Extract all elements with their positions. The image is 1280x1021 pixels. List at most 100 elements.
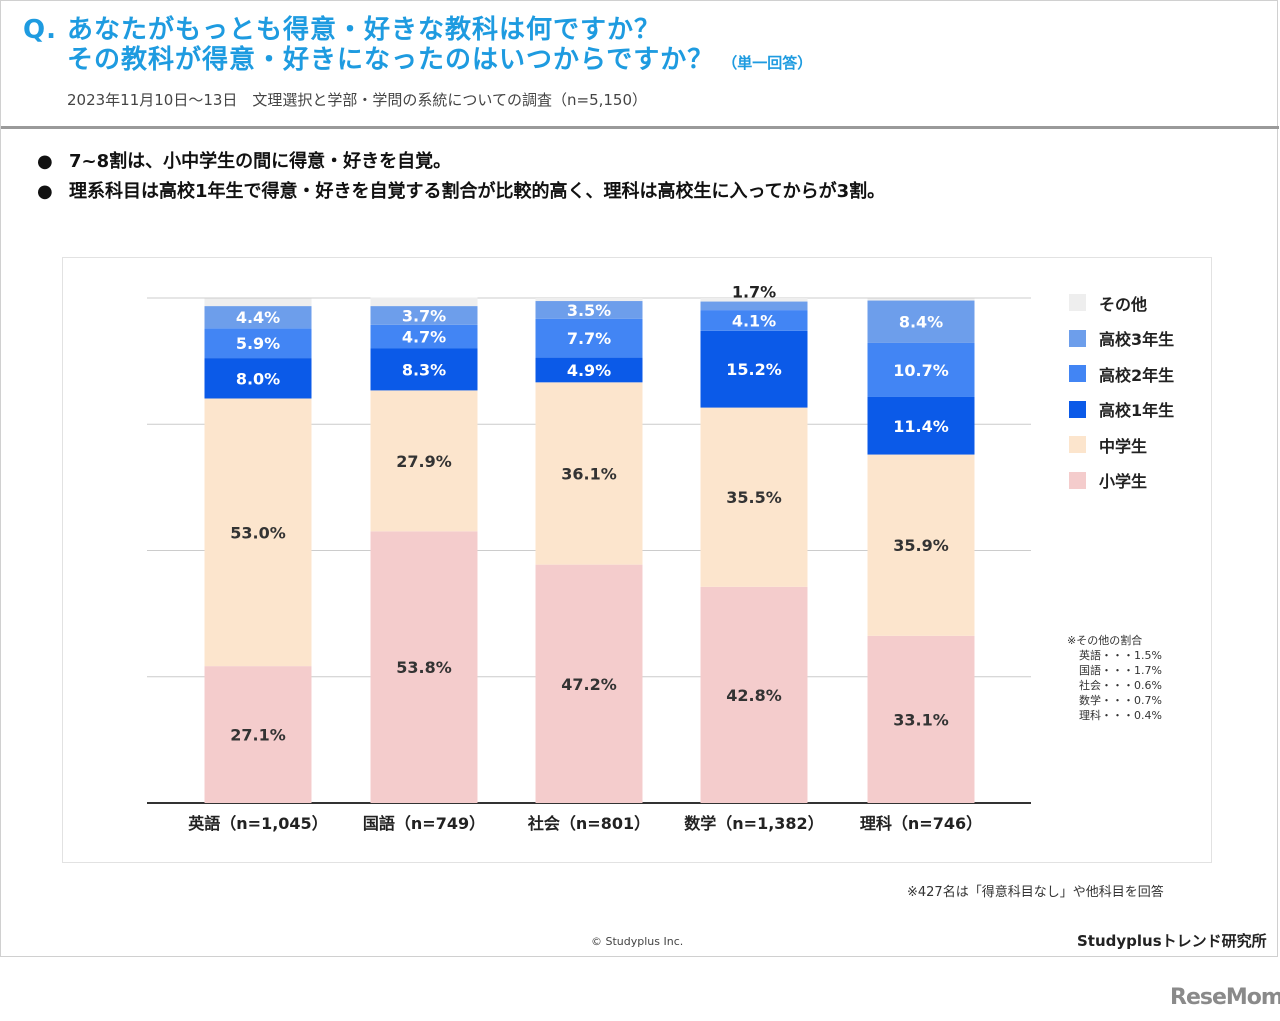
bar-segment [370,306,478,325]
data-label: 5.9% [236,334,280,353]
bar-segment [204,328,312,359]
category-label: 理科（n=746） [860,814,982,833]
bar-segment [867,454,975,636]
finding-text: 理系科目は高校1年生で得意・好きを自覚する割合が比較的高く、理科は高校生に入って… [69,181,886,202]
key-findings: ● 7~8割は、小中学生の間に得意・好きを自覚。 ● 理系科目は高校1年生で得意・好… [37,147,885,207]
data-label: 8.0% [236,369,280,388]
data-label: 10.7% [893,361,949,380]
legend-item: 高校1年生 [1069,392,1174,428]
data-label: 27.1% [230,726,286,745]
bar-segment [370,324,478,349]
legend-label: その他 [1099,294,1148,314]
bar-segment [535,298,643,302]
data-label: 33.1% [893,710,949,729]
question-line-1: あなたがもっとも得意・好きな教科は何ですか？ [67,15,662,45]
slide: Q. あなたがもっとも得意・好きな教科は何ですか？ その教科が得意・好きになった… [0,0,1279,957]
other-note-title: ※その他の割合 [1067,634,1143,647]
other-note-row: 社会・・・0.6% [1079,679,1162,692]
bar-segment [700,407,808,587]
footnote: ※427名は「得意科目なし」や他科目を回答 [907,885,1164,900]
data-label: 8.3% [402,360,446,379]
data-label: 53.8% [396,658,452,677]
question-title: Q. あなたがもっとも得意・好きな教科は何ですか？ その教科が得意・好きになった… [23,15,812,78]
data-label: 4.7% [402,328,446,347]
bar-segment [535,301,643,319]
bar-segment [700,301,808,311]
bar-segment [370,390,478,532]
data-label: 3.5% [567,301,611,320]
resemom-logo: ReseMom [1170,985,1280,1010]
other-note-row: 数学・・・0.7% [1079,694,1162,707]
legend-item: 小学生 [1069,463,1174,499]
bar-segment [204,398,312,667]
legend-item: 高校2年生 [1069,356,1174,392]
legend-item: 高校3年生 [1069,321,1174,357]
category-label: 社会（n=801） [527,814,650,833]
finding-1: ● 7~8割は、小中学生の間に得意・好きを自覚。 [37,147,885,177]
data-label: 7.7% [567,329,611,348]
finding-text: 7~8割は、小中学生の間に得意・好きを自覚。 [69,151,452,172]
legend-label: 小学生 [1099,472,1148,492]
copyright: © Studyplus Inc. [591,935,684,948]
legend-swatch [1069,365,1086,383]
data-label: 4.9% [567,361,611,380]
legend-item: その他 [1069,285,1174,321]
other-ratio-note: ※その他の割合 英語・・・1.5% 国語・・・1.7% 社会・・・0.6% 数学… [1067,633,1162,723]
data-label: 1.7% [732,283,776,302]
question-line-2: その教科が得意・好きになったのはいつからですか？ [67,45,715,75]
legend-swatch [1069,471,1086,489]
data-label: 35.5% [726,488,782,507]
question-prefix: Q. [23,15,57,45]
legend-swatch [1069,436,1086,454]
bar-segment [370,348,478,391]
bar-segment [867,298,975,301]
bar-segment [700,330,808,408]
category-label: 国語（n=749） [363,814,485,833]
chart-frame [62,257,1212,863]
bar-segment [204,298,312,307]
data-label: 27.9% [396,452,452,471]
category-label: 英語（n=1,045） [187,814,327,833]
data-label: 53.0% [230,523,286,542]
legend-label: 高校1年生 [1099,401,1175,421]
other-note-row: 英語・・・1.5% [1079,649,1162,662]
data-label: 4.1% [732,311,776,330]
legend-label: 中学生 [1099,436,1148,456]
data-label: 15.2% [726,360,782,379]
legend-label: 高校3年生 [1099,330,1175,350]
bar-segment [370,297,478,307]
data-label: 42.8% [726,686,782,705]
bullet-icon: ● [37,181,53,202]
bar-segment [204,306,312,329]
category-label: 数学（n=1,382） [684,814,823,833]
answer-type-note: （単一回答） [722,54,813,72]
bar-segment [867,635,975,803]
bar-segment [535,382,643,565]
bullet-icon: ● [37,151,53,172]
bar-segment [700,298,808,302]
header-divider [1,126,1279,129]
bar-segment [370,531,478,803]
bar-segment [700,310,808,331]
legend-swatch [1069,294,1086,312]
bar-segment [535,357,643,383]
bar-segment [535,564,643,803]
legend-label: 高校2年生 [1099,365,1175,385]
data-label: 11.4% [893,417,949,436]
bar-segment [204,666,312,803]
data-label: 47.2% [561,675,617,694]
data-label: 3.7% [402,306,446,325]
legend-swatch [1069,329,1086,347]
other-note-row: 国語・・・1.7% [1079,664,1162,677]
other-note-row: 理科・・・0.4% [1079,709,1162,722]
bar-segment [867,342,975,397]
data-label: 35.9% [893,536,949,555]
bar-segment [204,358,312,399]
finding-2: ● 理系科目は高校1年生で得意・好きを自覚する割合が比較的高く、理科は高校生に入っ… [37,177,885,207]
bar-segment [867,300,975,343]
data-label: 8.4% [899,313,943,332]
data-label: 4.4% [236,308,280,327]
bar-segment [867,396,975,455]
bar-segment [535,318,643,358]
legend-swatch [1069,400,1086,418]
